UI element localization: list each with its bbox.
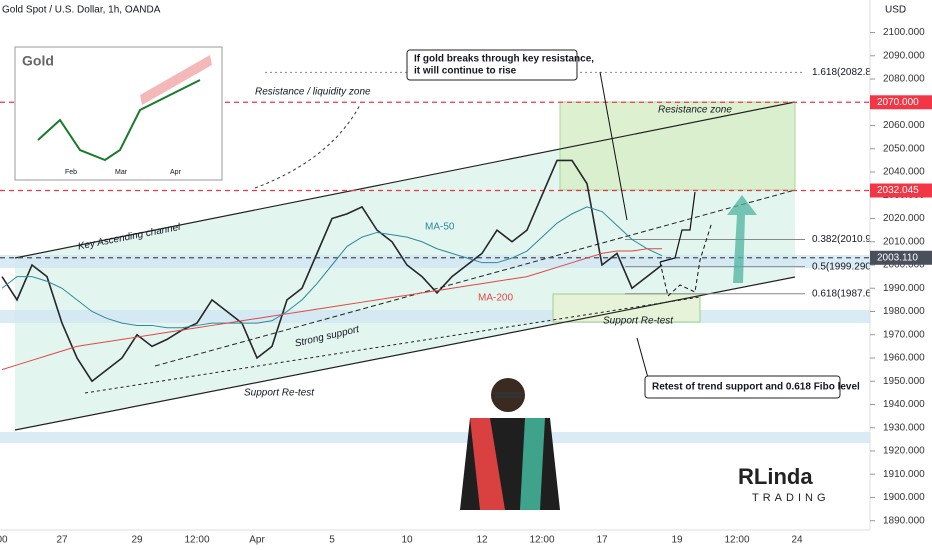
x-tick-label: 12:00: [529, 535, 554, 546]
callout-line: [599, 71, 628, 221]
arrow-curve: [254, 104, 361, 189]
resistance-zone: [559, 101, 796, 191]
annotation: Support Re-test: [244, 388, 315, 399]
y-tick-label: 2100.000: [883, 27, 925, 38]
annotation: MA-200: [478, 293, 513, 304]
annotation: If gold breaks through key resistance,: [414, 54, 594, 65]
price-tag: [870, 183, 932, 198]
logo-sub: TRADING: [752, 492, 830, 504]
y-tick-label: 1970.000: [883, 329, 925, 340]
channel-mid: [154, 189, 796, 367]
x-tick-label: 12: [476, 535, 488, 546]
x-tick-label: 17: [596, 535, 608, 546]
fib-label: 1.618(2082.866): [812, 67, 885, 78]
projection-up: [659, 191, 696, 263]
support-line: [84, 296, 701, 394]
y-tick-label: 1890.000: [883, 515, 925, 526]
y-tick-label: 1900.000: [883, 492, 925, 503]
inset-channel: [140, 55, 212, 105]
projection-retest: [659, 221, 713, 297]
x-tick-label: 24: [791, 535, 803, 546]
y-tick-label: 2090.000: [883, 50, 925, 61]
x-tick-label: 19: [671, 535, 683, 546]
y-tick-label: 2050.000: [883, 143, 925, 154]
y-tick-label: 2000.000: [883, 260, 925, 271]
annotation: Resistance zone: [658, 105, 732, 116]
channel-lower: [14, 276, 796, 431]
series-line: [1, 159, 663, 383]
price-axis: [870, 0, 932, 550]
annotation: Retest of trend support and 0.618 Fibo l…: [652, 382, 860, 393]
y-tick-label: 1960.000: [883, 353, 925, 364]
inset-month: Feb: [65, 169, 77, 176]
annotation: it will continue to rise: [414, 66, 517, 77]
y-tick-label: 2060.000: [883, 120, 925, 131]
x-tick-label: 5: [329, 535, 335, 546]
y-tick-label: 1940.000: [883, 399, 925, 410]
price-tag-label: 2070.000: [877, 97, 919, 108]
callout-box: [644, 375, 841, 399]
y-tick-label: 1980.000: [883, 306, 925, 317]
x-tick-label: 12:00: [184, 535, 209, 546]
callout-box: [406, 49, 578, 81]
fib-label: 0.5(1999.290): [812, 261, 874, 272]
annotation: Resistance / liquidity zone: [255, 87, 371, 98]
annotation: Support Re-test: [603, 316, 674, 327]
inset-month: Apr: [170, 169, 182, 176]
zone-band: [0, 310, 870, 323]
y-tick-label: 2080.000: [883, 74, 925, 85]
price-tag-label: 2032.045: [877, 185, 919, 196]
price-tag-label: 2003.110: [877, 252, 918, 263]
fib-label: 0.618(1987.613): [812, 288, 885, 299]
logo: RLinda: [738, 464, 813, 489]
x-tick-label: 29: [131, 535, 143, 546]
figure: [460, 378, 560, 510]
price-tag: [870, 250, 932, 265]
currency: USD: [885, 5, 906, 16]
annotation: MA-50: [425, 222, 455, 233]
y-tick-label: 1910.000: [883, 469, 925, 480]
series-line: [1, 206, 663, 329]
inset-month: Mar: [115, 169, 128, 176]
y-tick-label: 2020.000: [883, 213, 925, 224]
zone-band: [0, 432, 870, 443]
y-tick-label: 2040.000: [883, 167, 925, 178]
inset-price: [37, 79, 201, 162]
channel-upper: [14, 101, 796, 259]
x-tick-label: 27: [56, 535, 68, 546]
fib-label: 0.382(2010.967): [812, 234, 885, 245]
x-tick-label: Apr: [249, 535, 265, 546]
y-tick-label: 1920.000: [883, 446, 925, 457]
y-tick-label: 2010.000: [883, 236, 925, 247]
x-tick-label: 10: [401, 535, 413, 546]
inset-title: Gold: [22, 53, 54, 69]
y-tick-label: 1930.000: [883, 422, 925, 433]
x-tick-label: 12:00: [724, 535, 749, 546]
series-line: [1, 248, 662, 371]
price-tag: [870, 95, 932, 110]
big-arrow: [727, 195, 757, 283]
x-tick-label: 00: [0, 535, 8, 546]
y-tick-label: 1950.000: [883, 376, 925, 387]
chart-title: Gold Spot / U.S. Dollar, 1h, OANDA: [2, 5, 161, 16]
y-tick-label: 1990.000: [883, 283, 925, 294]
